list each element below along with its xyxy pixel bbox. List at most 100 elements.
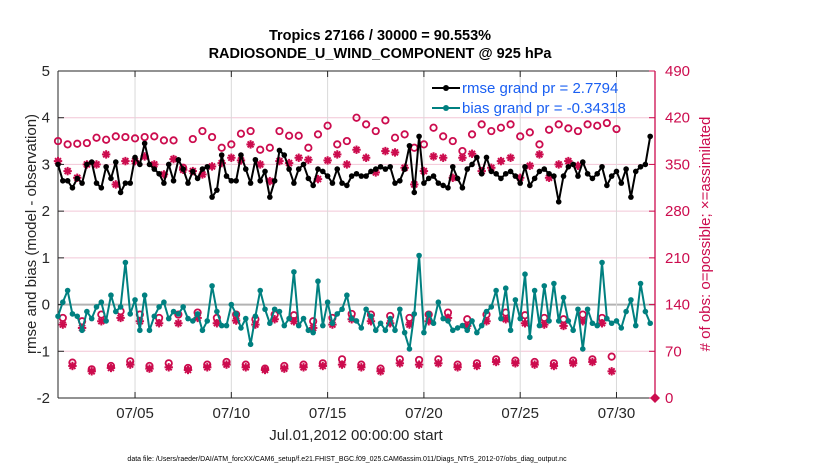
bias-point [281, 322, 288, 329]
obs-possible-marker [188, 134, 197, 144]
axis-ticks: -2 -1 0 1 2 3 4 5 07/05 07/10 07/15 07/20 07/25 07/30… [37, 63, 690, 422]
obs-possible-marker [342, 136, 351, 146]
obs-assimilated-marker [467, 149, 477, 158]
bias-point [512, 297, 519, 303]
bias-point [483, 308, 490, 315]
rmse-point [642, 161, 649, 168]
obs-assimilated-marker [164, 363, 173, 372]
y-tick-label: 0 [42, 297, 50, 314]
rmse-point [84, 161, 90, 168]
bias-point [517, 315, 523, 322]
bias-point [579, 346, 586, 352]
rmse-point [165, 161, 172, 168]
bias-point [218, 322, 225, 329]
y-right-tick-label: 280 [665, 203, 690, 220]
bias-point [64, 287, 71, 294]
obs-possible-marker [53, 136, 63, 146]
rmse-point [228, 177, 235, 184]
rmse-point [146, 161, 153, 168]
bias-point [161, 299, 167, 306]
x-tick-label: 07/25 [501, 405, 539, 422]
bias-point [594, 322, 601, 329]
obs-possible-marker [573, 126, 583, 136]
obs-possible-marker [487, 126, 496, 136]
obs-possible-marker [63, 140, 72, 149]
bias-point [74, 313, 81, 320]
bias-point [372, 327, 379, 334]
obs-assimilated-marker [472, 361, 482, 371]
rmse-point [449, 163, 456, 170]
rmse-point [291, 180, 297, 186]
rmse-point [507, 168, 514, 175]
rmse-point [64, 177, 71, 184]
obs-assimilated-marker [434, 359, 443, 368]
bias-point [507, 327, 514, 334]
obs-assimilated-marker [241, 363, 250, 372]
bias-point [637, 280, 644, 287]
bias-point [315, 278, 321, 285]
bias-point [358, 325, 365, 331]
obs-possible-marker [405, 313, 414, 323]
obs-possible-marker [73, 139, 82, 148]
rmse-point [156, 170, 162, 177]
rmse-point [387, 163, 394, 170]
bias-point [334, 311, 341, 317]
legend-rmse-label: rmse grand pr = 2.7794 [462, 80, 618, 97]
x-tick-label: 07/15 [309, 405, 347, 422]
bias-point [170, 308, 177, 315]
bias-point [425, 311, 432, 317]
bias-point [117, 304, 124, 310]
bias-point [329, 320, 336, 327]
y-right-tick-label: 350 [665, 156, 690, 173]
rmse-point [541, 166, 548, 172]
bias-line [57, 254, 652, 350]
rmse-point [565, 163, 572, 170]
rmse-point [623, 166, 629, 172]
rmse-point [305, 175, 312, 182]
bias-point [421, 329, 427, 336]
obs-possible-marker [198, 126, 207, 136]
rmse-point [122, 180, 129, 186]
footnote: data file: /Users/raeder/DAI/ATM_forcXX/… [127, 456, 567, 463]
bias-point [257, 287, 264, 294]
obs-possible-marker [121, 132, 130, 142]
obs-assimilated-marker [97, 317, 106, 326]
bias-point [397, 306, 403, 313]
y-tick-label: 3 [42, 156, 50, 173]
obs-assimilated-marker [554, 160, 563, 169]
obs-assimilated-marker [333, 150, 342, 159]
bias-point [141, 292, 148, 299]
y-axis-right-label: # of obs: o=possible; ×=assimilated [697, 117, 714, 352]
bias-point [623, 308, 629, 315]
obs-possible-marker [583, 120, 592, 129]
rmse-point [382, 166, 389, 172]
obs-assimilated-marker [183, 365, 193, 375]
rmse-point [132, 154, 138, 161]
bias-point [233, 311, 239, 317]
obs-assimilated-marker [212, 319, 222, 328]
rmse-point [252, 156, 259, 163]
bias-point [416, 252, 422, 259]
bias-point [377, 320, 384, 327]
obs-possible-marker [284, 131, 294, 140]
y-tick-label: 4 [42, 110, 50, 127]
rmse-point [112, 159, 119, 165]
bias-point [267, 320, 273, 327]
rmse-point [295, 166, 302, 172]
bias-point [478, 322, 485, 329]
bias-point [223, 322, 230, 329]
rmse-point [483, 154, 490, 161]
rmse-point [175, 156, 182, 163]
obs-assimilated-marker [530, 360, 539, 369]
obs-possible-marker [371, 126, 380, 136]
rmse-point [406, 142, 413, 149]
bias-point [642, 308, 649, 315]
rmse-point [474, 154, 480, 161]
rmse-point [238, 152, 244, 158]
rmse-point [647, 133, 653, 140]
bias-point [531, 287, 538, 294]
rmse-point [300, 161, 307, 168]
bias-point [536, 322, 543, 329]
rmse-point [469, 161, 475, 168]
bias-point [555, 318, 562, 324]
